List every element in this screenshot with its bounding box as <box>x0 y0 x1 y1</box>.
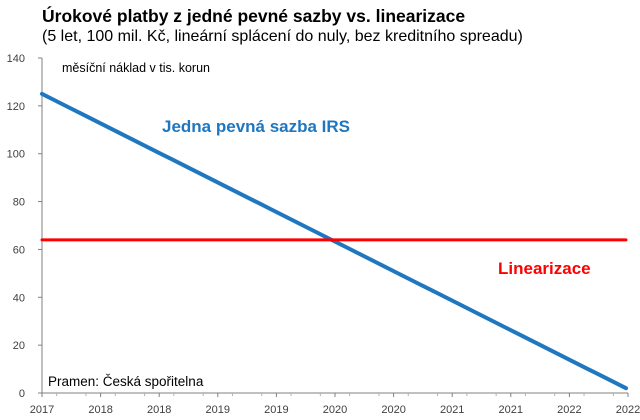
x-axis-ticks: 2017 2018 2018 2019 2019 2020 2020 2021 2021 2022… <box>30 393 640 416</box>
y-tick-label: 100 <box>7 149 25 161</box>
x-tick-label: 2017 <box>30 404 54 416</box>
x-tick-label: 2019 <box>264 404 288 416</box>
x-tick-label: 2020 <box>381 404 405 416</box>
y-tick-label: 60 <box>13 244 25 256</box>
y-tick-label: 40 <box>13 292 25 304</box>
x-tick-label: 2021 <box>440 404 464 416</box>
x-tick-label: 2018 <box>88 404 112 416</box>
y-tick-label: 20 <box>13 340 25 352</box>
x-tick-label: 2019 <box>206 404 230 416</box>
series-group <box>40 91 628 391</box>
y-axis-ticks: 0 20 40 60 80 100 120 140 <box>7 53 42 400</box>
x-tick-label: 2021 <box>499 404 523 416</box>
y-axis-label: měsíční náklad v tis. korun <box>62 61 210 75</box>
y-tick-label: 0 <box>19 388 25 400</box>
x-tick-label: 2022 <box>616 404 640 416</box>
x-tick-label: 2022 <box>557 404 581 416</box>
chart-subtitle: (5 let, 100 mil. Kč, lineární splácení d… <box>42 28 523 45</box>
x-tick-label: 2020 <box>323 404 347 416</box>
series-label-irs: Jedna pevná sazba IRS <box>162 117 350 136</box>
source-note: Pramen: Česká spořitelna <box>48 374 204 389</box>
series-label-linearizace: Linearizace <box>498 259 591 278</box>
chart-title: Úrokové platby z jedné pevné sazby vs. l… <box>42 6 466 26</box>
x-tick-label: 2018 <box>147 404 171 416</box>
y-tick-label: 120 <box>7 101 25 113</box>
y-tick-label: 140 <box>7 53 25 65</box>
y-tick-label: 80 <box>13 197 25 209</box>
